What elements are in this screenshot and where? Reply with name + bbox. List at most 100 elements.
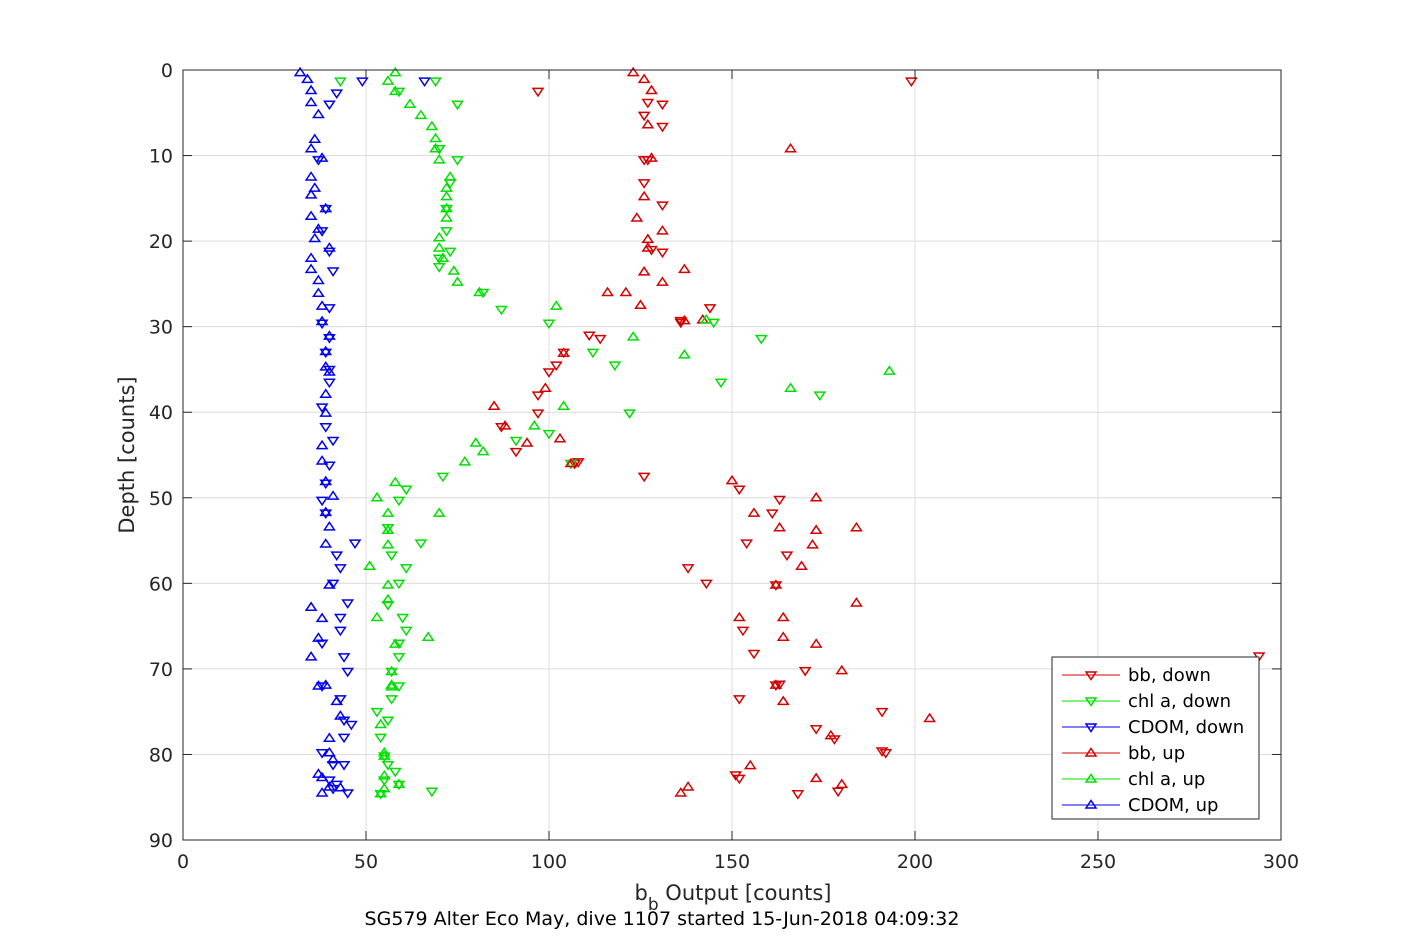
legend-marker — [1084, 723, 1098, 733]
data-point — [740, 539, 754, 549]
data-point — [392, 639, 406, 650]
data-point — [440, 190, 453, 201]
data-point — [850, 521, 863, 532]
data-point — [531, 87, 545, 98]
data-point — [304, 651, 318, 661]
data-point — [809, 772, 823, 783]
data-point — [476, 445, 490, 456]
legend-marker — [1084, 671, 1098, 681]
data-point — [304, 96, 318, 107]
data-point — [425, 120, 439, 131]
data-point — [656, 100, 669, 111]
data-point — [440, 204, 453, 215]
data-point — [637, 266, 651, 276]
data-point — [315, 771, 329, 782]
data-point — [542, 429, 556, 440]
data-point — [429, 142, 442, 153]
data-point — [432, 242, 446, 252]
data-point — [326, 760, 340, 771]
data-point — [608, 361, 622, 372]
data-point — [451, 156, 464, 166]
legend-label: CDOM, up — [1128, 795, 1218, 816]
data-point — [392, 778, 406, 789]
data-point — [531, 409, 545, 419]
data-point — [557, 400, 571, 410]
data-point — [333, 77, 347, 87]
legend-label: chl a, up — [1128, 769, 1205, 790]
data-point — [399, 626, 413, 637]
data-point — [495, 423, 508, 433]
data-point — [425, 787, 439, 798]
data-point — [377, 769, 391, 780]
data-point — [641, 98, 655, 109]
y-tick-label: 60 — [149, 573, 173, 595]
y-tick-label: 10 — [149, 146, 173, 168]
data-point — [776, 611, 790, 622]
legend-item: bb, up — [1062, 743, 1185, 764]
legend-marker — [1084, 773, 1098, 783]
data-point — [385, 551, 399, 561]
data-point — [850, 597, 863, 607]
data-point — [370, 611, 384, 622]
data-point — [315, 496, 329, 507]
data-point — [396, 613, 410, 624]
data-point — [538, 382, 552, 393]
data-point — [330, 89, 344, 99]
x-tick-label: 300 — [1263, 851, 1299, 873]
data-point — [436, 472, 450, 483]
data-point — [319, 475, 333, 486]
data-point — [732, 485, 746, 496]
y-tick-label: 90 — [149, 830, 173, 852]
data-point — [304, 263, 318, 274]
legend-marker — [1084, 799, 1098, 809]
data-point — [776, 631, 790, 641]
data-point — [315, 787, 329, 797]
legend-label: bb, up — [1128, 743, 1185, 764]
data-point — [319, 538, 333, 548]
legend-marker — [1084, 747, 1098, 757]
data-point — [319, 407, 333, 417]
x-tick-label: 0 — [177, 851, 189, 873]
data-point — [315, 748, 329, 759]
data-point — [399, 564, 413, 574]
data-point — [765, 509, 779, 520]
data-point — [469, 437, 483, 447]
data-point — [634, 299, 647, 310]
data-point — [780, 551, 794, 561]
data-point — [315, 315, 329, 326]
data-point — [432, 153, 446, 164]
data-point — [809, 491, 823, 502]
legend-item: CDOM, up — [1062, 795, 1218, 816]
data-point — [656, 122, 669, 133]
data-point — [637, 190, 651, 201]
data-point — [374, 787, 388, 798]
data-point — [432, 231, 446, 242]
data-point — [322, 461, 336, 472]
data-point — [809, 524, 823, 535]
data-point — [593, 334, 607, 345]
data-point — [363, 560, 377, 570]
data-point — [304, 601, 318, 612]
data-point — [341, 789, 355, 799]
data-point — [553, 432, 567, 443]
data-point — [392, 496, 406, 507]
legend-label: bb, down — [1128, 665, 1211, 686]
data-point — [414, 109, 428, 120]
data-point — [637, 179, 651, 189]
x-tick-label: 200 — [897, 851, 933, 873]
data-point — [319, 423, 333, 433]
series-4 — [363, 66, 896, 798]
data-point — [355, 77, 369, 87]
data-point — [736, 626, 750, 637]
data-point — [824, 729, 838, 740]
data-point — [432, 144, 446, 155]
y-tick-label: 0 — [161, 60, 173, 82]
data-point — [385, 681, 399, 691]
data-point — [304, 210, 318, 221]
data-point — [681, 781, 695, 791]
x-tick-label: 150 — [714, 851, 750, 873]
data-point — [330, 695, 344, 706]
data-point — [773, 521, 786, 532]
data-point — [315, 682, 329, 692]
data-point — [703, 304, 717, 314]
